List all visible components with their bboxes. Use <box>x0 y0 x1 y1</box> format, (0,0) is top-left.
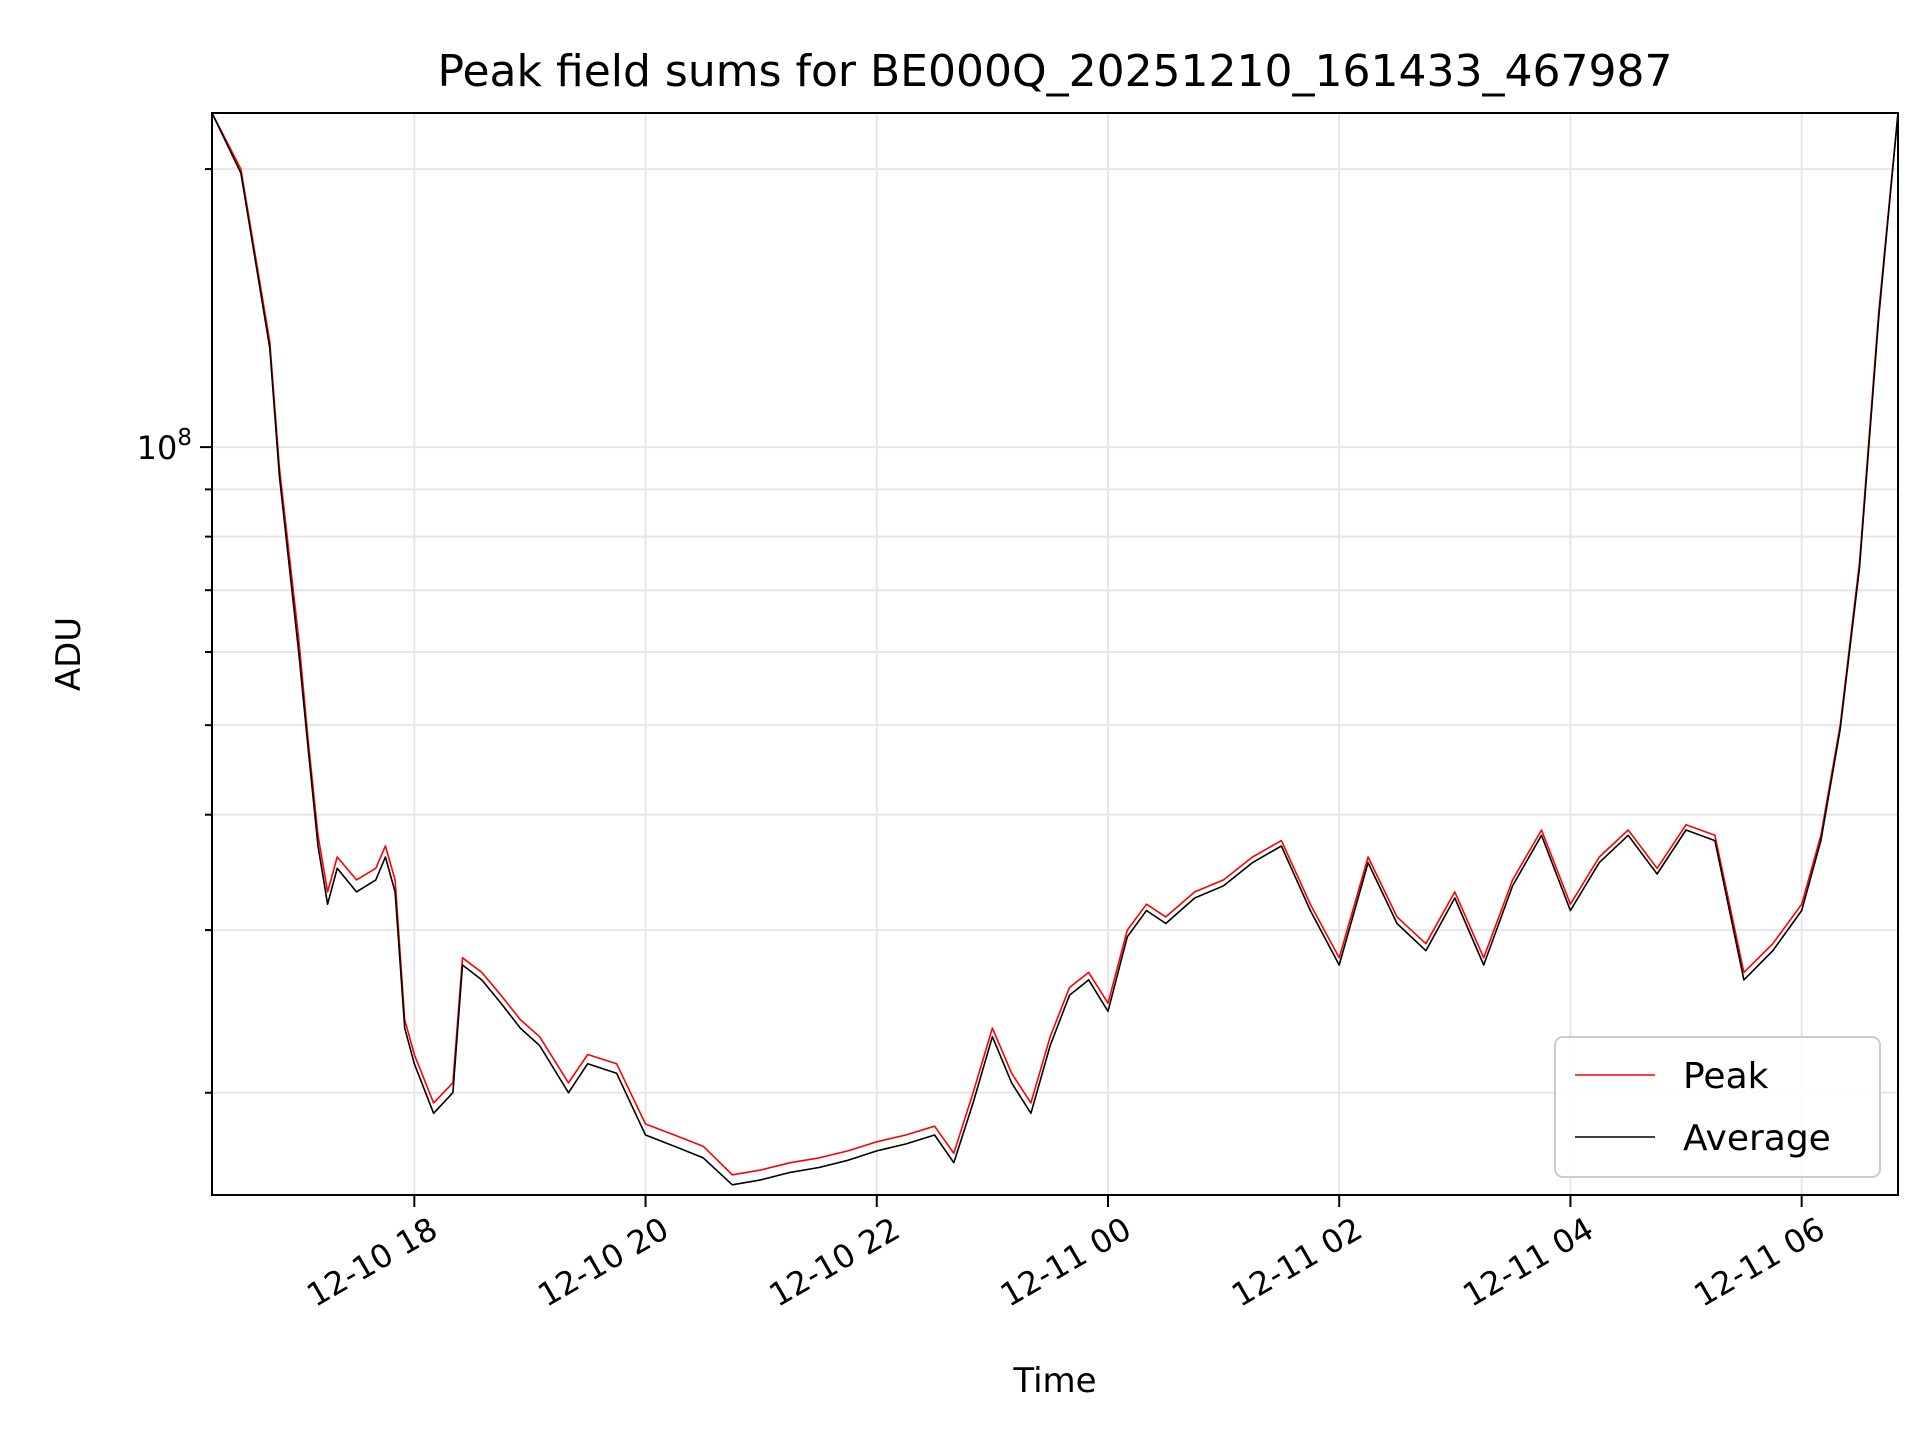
x-tick-label: 12-10 22 <box>763 1210 907 1315</box>
series-line-peak <box>212 113 1898 1176</box>
series-line-average <box>212 113 1898 1186</box>
x-tick-label: 12-11 00 <box>994 1210 1138 1315</box>
grid-lines <box>212 113 1898 1195</box>
legend-label-average: Average <box>1683 1118 1831 1159</box>
y-tick-base: 10 <box>137 429 178 467</box>
y-tick-label: 108 <box>137 425 192 467</box>
legend-label-peak: Peak <box>1683 1056 1769 1097</box>
x-tick-label: 12-11 04 <box>1456 1210 1600 1315</box>
x-tick-label: 12-10 18 <box>300 1210 444 1315</box>
x-tick-label: 12-10 20 <box>531 1210 675 1315</box>
plot-frame <box>211 112 1899 1196</box>
legend: Peak Average <box>1554 1036 1881 1178</box>
x-tick-label: 12-11 06 <box>1688 1210 1832 1315</box>
y-axis-label: ADU <box>49 617 89 691</box>
series-group <box>212 113 1898 1186</box>
x-axis-label: Time <box>1012 1361 1096 1401</box>
chart-title: Peak field sums for BE000Q_20251210_1614… <box>438 46 1673 97</box>
x-tick-label: 12-11 02 <box>1225 1210 1369 1315</box>
y-tick-exponent: 8 <box>177 425 192 451</box>
legend-box <box>1554 1036 1881 1178</box>
